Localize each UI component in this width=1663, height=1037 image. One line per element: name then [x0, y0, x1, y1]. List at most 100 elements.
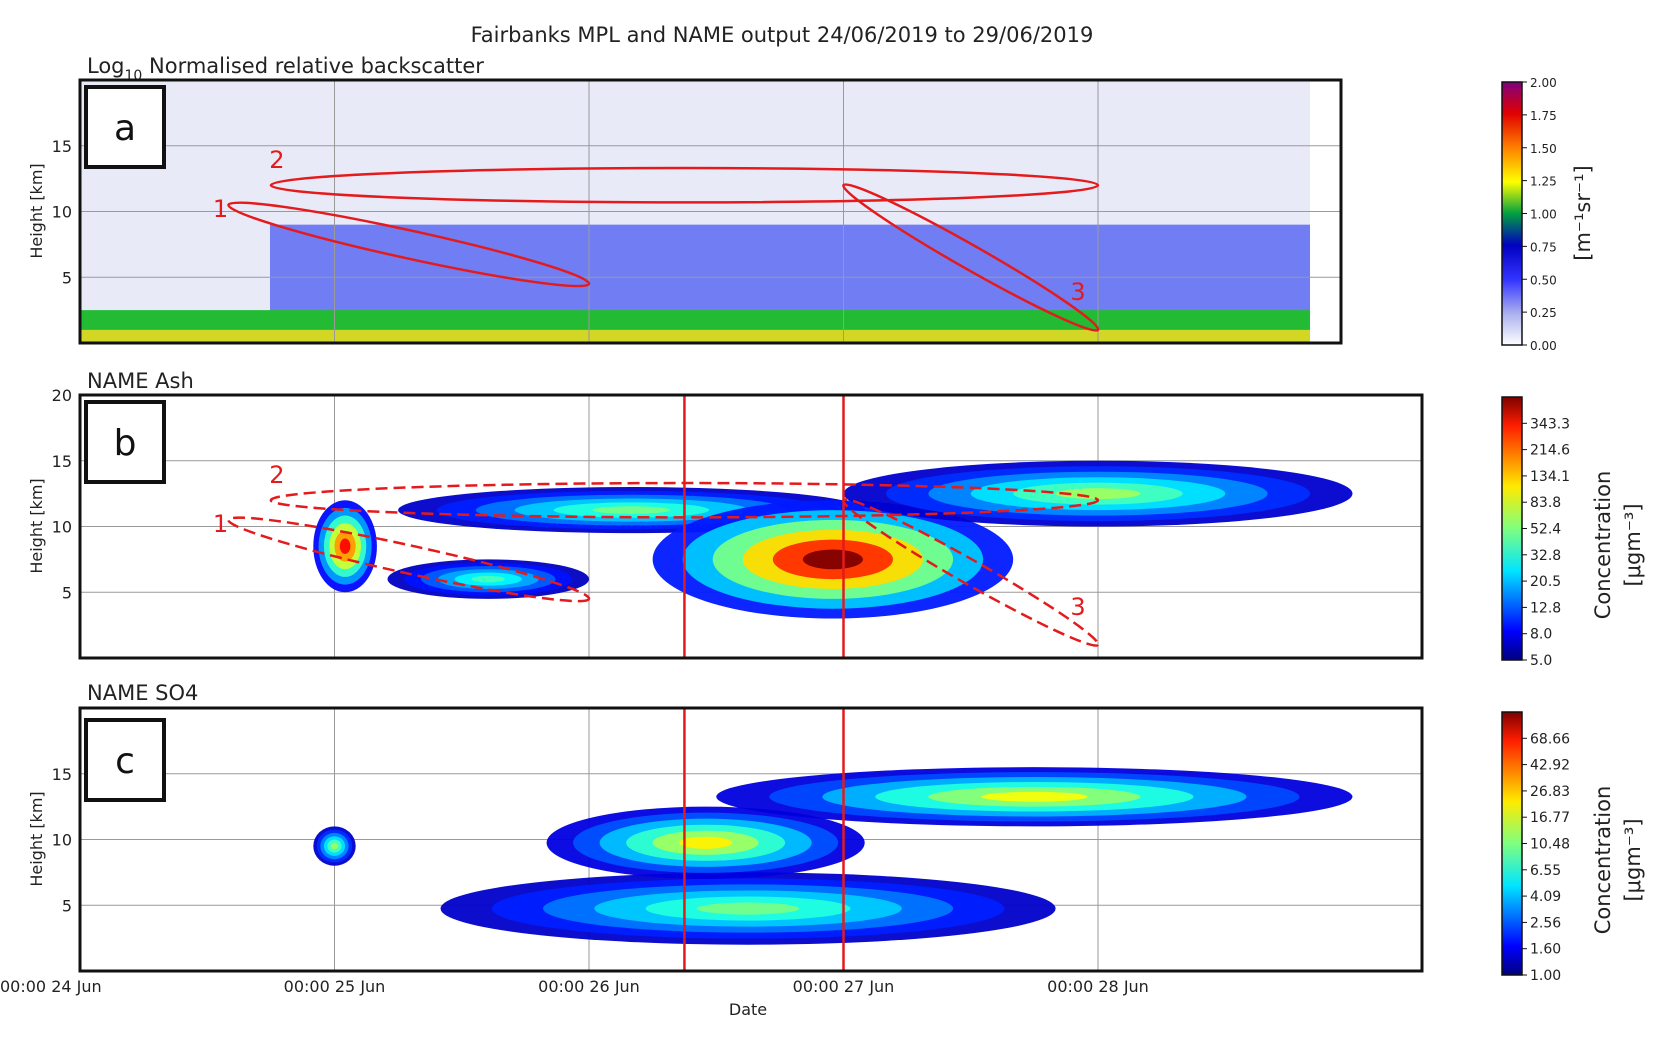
colorbar-c-label-units: [μgm⁻³] [1621, 818, 1645, 901]
colorbar-a: 0.00 0.25 0.50 0.75 1.00 1.25 1.50 1.75 2.00 [m⁻… [1501, 76, 1595, 353]
panel-c-frame [78, 706, 1424, 973]
y-tick-label: 10 [52, 203, 72, 222]
annotation-label: 2 [269, 461, 284, 489]
colorbar-tick-label: 2.56 [1530, 915, 1561, 931]
colorbar-b-label-units: [μgm⁻³] [1621, 503, 1645, 586]
colorbar-c-bar [1501, 711, 1523, 976]
colorbar-tick-label: 1.75 [1530, 109, 1557, 123]
annotation-ellipse [842, 183, 1100, 332]
colorbar-a-bar [1501, 81, 1523, 346]
x-axis-ticks: 00:00 24 Jun 00:00 25 Jun 00:00 26 Jun 00:0… [0, 977, 1149, 996]
x-axis-label: Date [729, 1000, 767, 1019]
panel-b-yticks: 5 10 15 20 [52, 386, 72, 602]
plume-contour [679, 836, 733, 849]
colorbar-tick-label: 0.50 [1530, 273, 1557, 287]
colorbar-b-bar [1501, 396, 1523, 661]
y-tick-label: 15 [52, 137, 72, 156]
colorbar-tick-label: 68.66 [1530, 731, 1570, 747]
panel-a-ylabel: Height [km] [27, 163, 46, 258]
colorbar-tick-label: 6.55 [1530, 863, 1561, 879]
panel-b-letter-box [84, 400, 166, 484]
colorbar-a-ticks: 0.00 0.25 0.50 0.75 1.00 1.25 1.50 1.75 2.00 [1522, 76, 1557, 353]
colorbar-tick-label: 0.75 [1530, 240, 1557, 254]
panel-c-vlines [683, 708, 845, 971]
panel-c-title: NAME SO4 [87, 681, 198, 705]
colorbar-tick-label: 32.8 [1530, 548, 1561, 564]
plume-contour [471, 575, 506, 583]
colorbar-tick-label: 343.3 [1530, 416, 1570, 432]
colorbar-c-label: Concentration [1591, 786, 1615, 935]
panel-c-yticks: 5 10 15 [52, 765, 72, 916]
plume-contour [592, 506, 671, 514]
backscatter-aerosol-layer [270, 224, 1311, 317]
y-tick-label: 15 [52, 452, 72, 471]
annotation-label: 1 [213, 195, 228, 223]
colorbar-tick-label: 26.83 [1530, 784, 1570, 800]
panel-b-plot-area [80, 395, 1422, 658]
colorbar-tick-label: 8.0 [1530, 627, 1552, 643]
colorbar-tick-label: 0.00 [1530, 339, 1557, 353]
panel-a-letter-box [84, 85, 166, 169]
colorbar-tick-label: 42.92 [1530, 758, 1570, 774]
colorbar-c: 1.00 1.60 2.56 4.09 6.55 10.48 16.77 26.83 42.92… [1501, 711, 1645, 984]
x-tick-label: 00:00 27 Jun [793, 977, 895, 996]
panel-c-plumes [313, 767, 1353, 945]
colorbar-tick-label: 1.60 [1530, 942, 1561, 958]
colorbar-tick-label: 16.77 [1530, 810, 1570, 826]
colorbar-tick-label: 1.00 [1530, 208, 1557, 222]
colorbar-tick-label: 12.8 [1530, 600, 1561, 616]
annotation-ellipse [227, 201, 591, 288]
colorbar-tick-label: 52.4 [1530, 522, 1561, 538]
plume-contour [696, 902, 800, 915]
y-tick-label: 15 [52, 765, 72, 784]
panel-b-annotations: 1 2 3 [213, 461, 1100, 647]
x-tick-label: 00:00 28 Jun [1047, 977, 1149, 996]
annotation-label: 2 [269, 146, 284, 174]
colorbar-b: 5.0 8.0 12.8 20.5 32.8 52.4 83.8 134.1 214.6 343.… [1501, 396, 1645, 669]
panel-a-title-main: Log [87, 54, 125, 78]
panel-c-ylabel: Height [km] [27, 791, 46, 886]
annotation-ellipse [227, 516, 591, 603]
backscatter-surface-layer [80, 329, 1311, 343]
colorbar-tick-label: 134.1 [1530, 469, 1570, 485]
annotation-label: 1 [213, 510, 228, 538]
plume-contour [802, 549, 863, 570]
figure-title: Fairbanks MPL and NAME output 24/06/2019… [471, 23, 1094, 47]
panel-a-letter: a [114, 108, 136, 149]
colorbar-b-label: Concentration [1591, 471, 1615, 620]
colorbar-c-ticks: 1.00 1.60 2.56 4.09 6.55 10.48 16.77 26.83 42.92… [1522, 731, 1570, 984]
panel-a-title: Log10 Normalised relative backscatter [87, 54, 484, 84]
colorbar-a-label: [m⁻¹sr⁻¹] [1571, 165, 1595, 260]
y-tick-label: 5 [62, 896, 72, 915]
colorbar-tick-label: 0.25 [1530, 306, 1557, 320]
panel-b: NAME Ash 5 10 15 20 Height [km] 1 2 3 b [27, 369, 1424, 660]
annotation-ellipse [842, 498, 1100, 647]
panel-a: Log10 Normalised relative backscatter 51… [27, 54, 1343, 345]
panel-c: NAME SO4 5 10 15 Height [km] c [27, 681, 1424, 973]
panel-b-vlines [683, 395, 845, 658]
x-tick-label: 00:00 26 Jun [538, 977, 640, 996]
colorbar-tick-label: 10.48 [1530, 837, 1570, 853]
colorbar-tick-label: 5.0 [1530, 653, 1552, 669]
panel-b-ylabel: Height [km] [27, 478, 46, 573]
colorbar-tick-label: 83.8 [1530, 495, 1561, 511]
panel-a-frame [78, 78, 1343, 345]
plume-contour [981, 791, 1088, 802]
panel-c-letter-box [84, 718, 166, 802]
colorbar-b-ticks: 5.0 8.0 12.8 20.5 32.8 52.4 83.8 134.1 214.6 343.… [1522, 416, 1570, 669]
annotation-ellipse [269, 166, 1100, 204]
panel-a-title-rest: Normalised relative backscatter [142, 54, 484, 78]
annotation-label: 3 [1070, 278, 1085, 306]
panel-a-plot-area [80, 80, 1341, 343]
annotation-label: 3 [1070, 593, 1085, 621]
y-tick-label: 20 [52, 386, 72, 405]
colorbar-tick-label: 1.50 [1530, 142, 1557, 156]
annotation-ellipse [269, 481, 1100, 519]
panel-a-annotations: 1 2 3 [213, 146, 1100, 332]
panel-c-letter: c [115, 741, 135, 782]
y-tick-label: 10 [52, 831, 72, 850]
x-tick-label: 00:00 24 Jun [0, 977, 102, 996]
colorbar-tick-label: 4.09 [1530, 889, 1561, 905]
panel-b-title: NAME Ash [87, 369, 194, 393]
